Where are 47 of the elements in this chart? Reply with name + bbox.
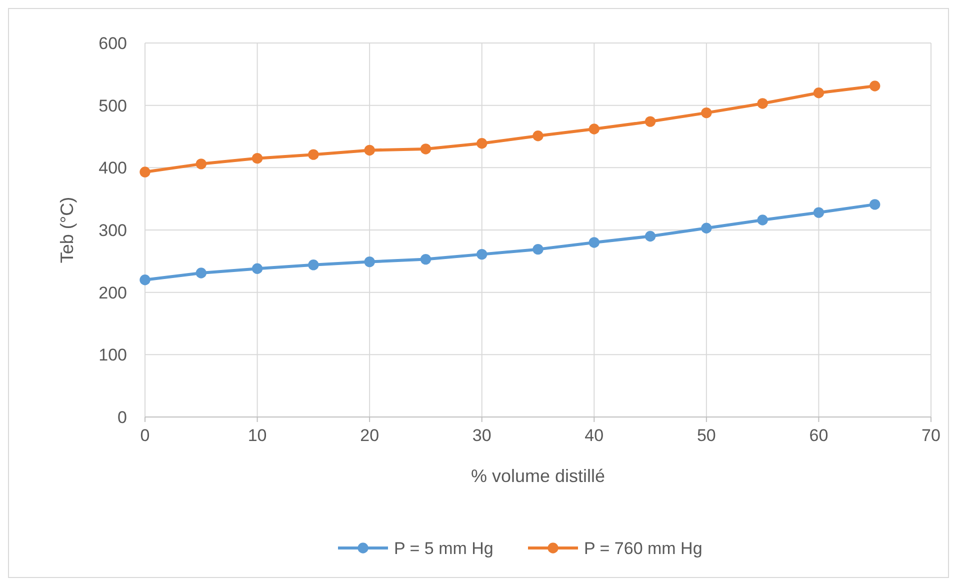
point: [870, 199, 880, 210]
x-tick-label: 60: [809, 426, 828, 445]
point: [420, 254, 432, 265]
legend-label: P = 760 mm Hg: [584, 538, 702, 558]
point: [813, 88, 824, 98]
point: [308, 260, 319, 270]
point: [252, 263, 263, 274]
y-tick-label: 200: [98, 283, 127, 302]
point: [588, 124, 600, 134]
point: [476, 248, 488, 260]
point: [364, 256, 375, 268]
point: [196, 268, 206, 278]
legend-label: P = 5 mm Hg: [394, 538, 494, 558]
point: [476, 138, 488, 149]
point: [644, 116, 656, 127]
point: [532, 244, 544, 255]
point: [757, 214, 768, 226]
y-tick-label: 300: [98, 220, 127, 240]
point: [701, 107, 712, 118]
y-tick-label: 100: [98, 346, 127, 365]
point: [813, 207, 824, 218]
x-tick-label: 70: [922, 426, 940, 445]
y-tick-label: 600: [98, 34, 127, 53]
point: [588, 237, 600, 248]
point: [364, 144, 375, 156]
point: [140, 166, 150, 178]
point: [140, 274, 150, 286]
point: [870, 80, 880, 92]
x-tick-label: 40: [584, 426, 604, 445]
point: [644, 230, 656, 242]
point: [420, 144, 432, 154]
x-tick-label: 0: [140, 426, 150, 445]
x-tick-label: 50: [696, 426, 716, 445]
x-tick-label: 10: [248, 426, 267, 445]
x-tick-label: 30: [472, 426, 492, 445]
point: [308, 149, 319, 160]
y-axis-title: Teb (°C): [57, 196, 77, 264]
y-tick-label: 400: [98, 158, 127, 178]
point: [196, 158, 206, 170]
point: [757, 98, 768, 109]
x-tick-label: 20: [360, 426, 380, 445]
x-axis-title: % volume distillé: [470, 466, 606, 486]
point: [252, 152, 263, 164]
y-tick-label: 500: [98, 96, 127, 116]
point: [532, 130, 544, 142]
point: [701, 222, 712, 234]
y-tick-label: 0: [118, 408, 127, 427]
